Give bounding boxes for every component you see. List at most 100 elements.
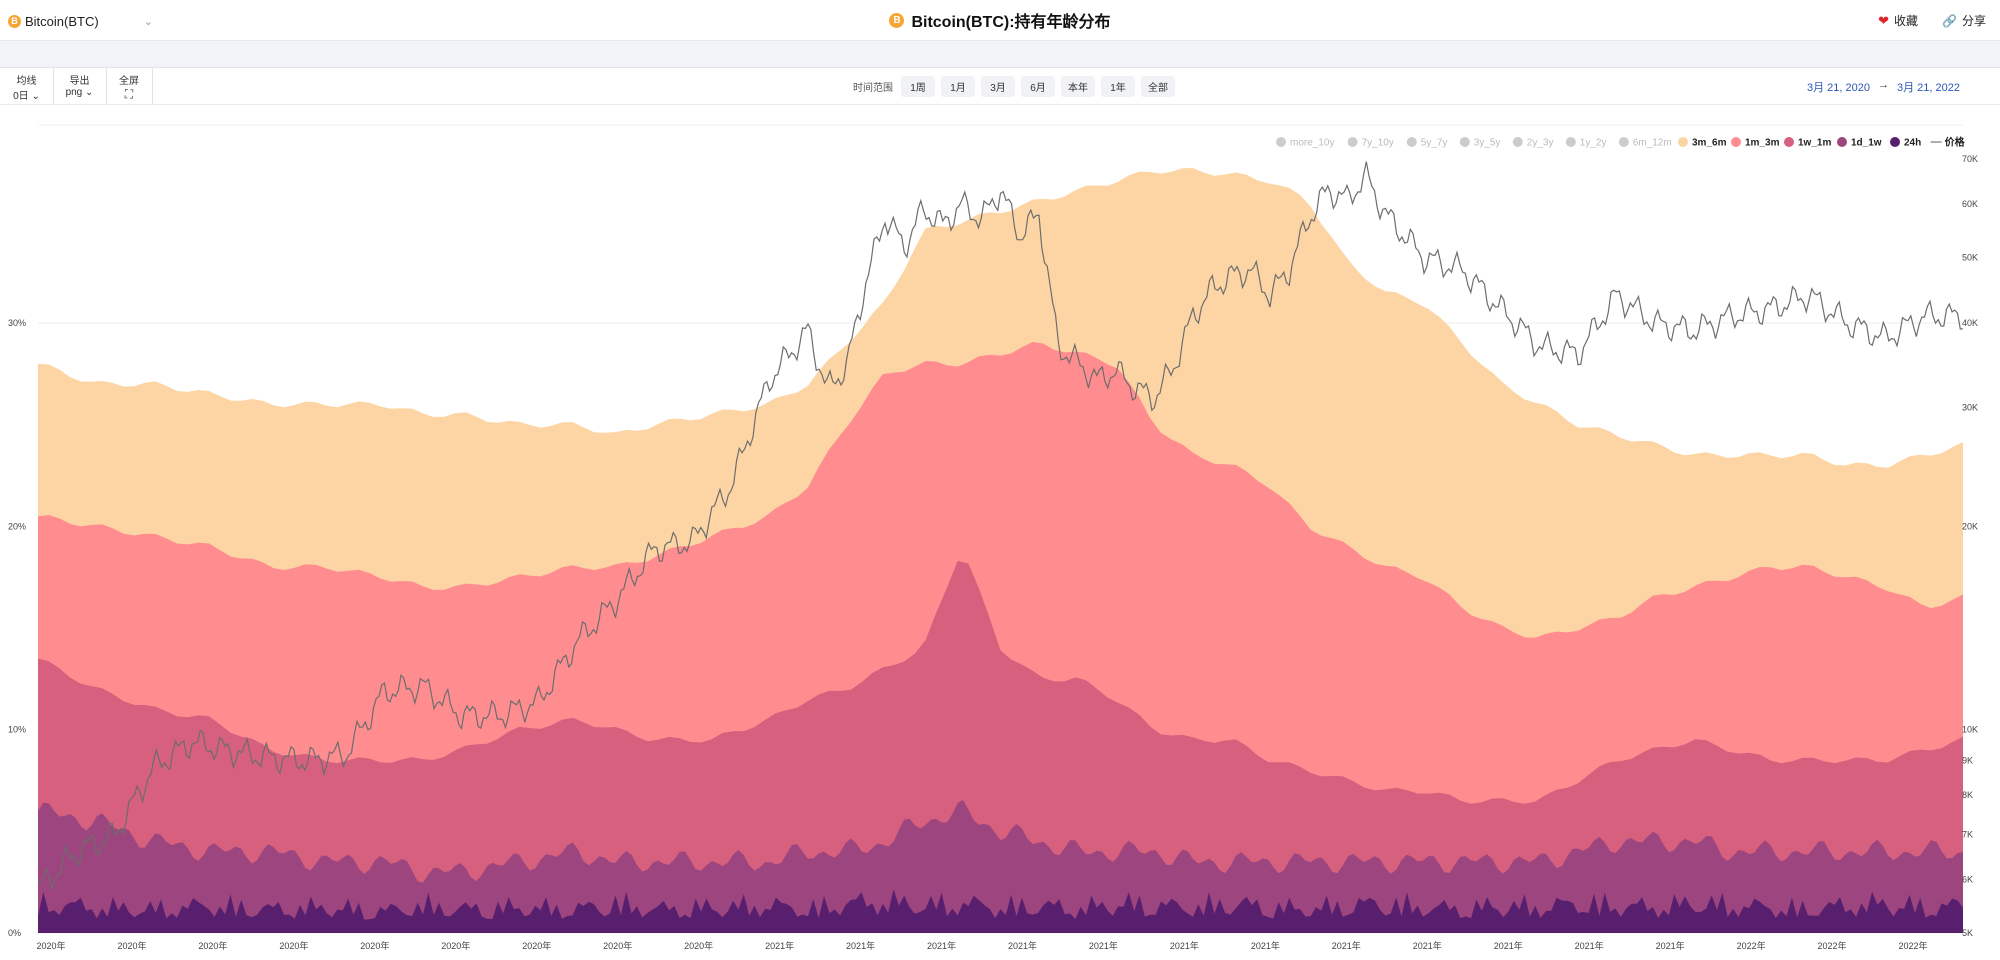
time-range: 时间范围 1周 1月 3月 6月 本年 1年 全部 [853, 76, 1175, 97]
export-select[interactable]: 导出 png ⌄ [53, 68, 107, 104]
x-tick-label: 2021年 [1008, 940, 1037, 951]
arrow-right-icon: → [1878, 79, 1889, 91]
y-right-tick-label: 30K [1962, 403, 1978, 413]
x-tick-label: 2021年 [927, 940, 956, 951]
date-from: 3月 21, 2020 [1807, 82, 1870, 94]
range-1m-button[interactable]: 1月 [941, 76, 975, 97]
ma-label: 均线 [16, 76, 37, 87]
legend-label: 1w_1m [1798, 138, 1831, 149]
heart-icon: ❤ [1878, 12, 1890, 28]
legend-label: 1m_3m [1745, 138, 1780, 149]
range-3m-button[interactable]: 3月 [981, 76, 1015, 97]
legend-label: 3y_5y [1474, 138, 1501, 149]
chevron-down-icon: ⌄ [143, 15, 153, 28]
legend-item-1d-1w[interactable]: 1d_1w [1837, 137, 1882, 149]
legend-label: 1d_1w [1851, 138, 1882, 149]
x-tick-label: 2021年 [1251, 940, 1280, 951]
x-tick-label: 2020年 [441, 940, 470, 951]
range-1w-button[interactable]: 1周 [901, 76, 935, 97]
bitcoin-coin-icon: B [8, 14, 21, 28]
moving-average-select[interactable]: 均线 0日 ⌄ [0, 68, 54, 104]
range-6m-button[interactable]: 6月 [1021, 76, 1055, 97]
y-left-tick-label: 10% [8, 725, 26, 735]
legend-label: 7y_10y [1362, 138, 1394, 149]
y-right-tick-label: 20K [1962, 521, 1978, 531]
legend-item-1m-3m[interactable]: 1m_3m [1731, 137, 1780, 149]
y-right-tick-label: 7K [1962, 829, 1973, 839]
y-right-tick-label: 70K [1962, 154, 1978, 164]
area-1w-1m [38, 560, 1963, 933]
legend-dot-marker [1890, 137, 1900, 147]
x-tick-label: 2021年 [1170, 940, 1199, 951]
legend-item-more-10y[interactable]: more_10y [1276, 137, 1334, 149]
y-right-tick-label: 40K [1962, 318, 1978, 328]
legend-label: 5y_7y [1421, 138, 1448, 149]
share-button[interactable]: 🔗 分享 [1942, 12, 1986, 29]
legend-label: 3m_6m [1692, 138, 1727, 149]
page-title-text: Bitcoin(BTC):持有年龄分布 [911, 14, 1111, 31]
legend-dot-marker [1678, 137, 1688, 147]
x-tick-label: 2020年 [279, 940, 308, 951]
range-ytd-button[interactable]: 本年 [1061, 76, 1095, 97]
y-right-tick-label: 8K [1962, 790, 1973, 800]
x-tick-label: 2021年 [765, 940, 794, 951]
legend-dot-marker [1731, 137, 1741, 147]
x-tick-label: 2021年 [1494, 940, 1523, 951]
legend-label: 价格 [1945, 136, 1966, 149]
area-1d-1w [38, 799, 1963, 933]
legend-item-7y-10y[interactable]: 7y_10y [1347, 137, 1394, 149]
legend-label: 1y_2y [1580, 138, 1607, 149]
legend-item-1y-2y[interactable]: 1y_2y [1565, 137, 1607, 149]
x-tick-label: 2020年 [684, 940, 713, 951]
y-left-tick-label: 30% [8, 318, 26, 328]
x-tick-label: 2020年 [360, 940, 389, 951]
holding-age-chart[interactable]: 0% 10% 20% 30% 5K 6K 7K 8K 9K 10K 20K 30K 40K 50K 60K 7… [0, 105, 2000, 960]
chevron-down-icon: ⌄ [85, 87, 94, 98]
fullscreen-label: 全屏 [119, 76, 139, 87]
legend-dot-marker [1565, 137, 1576, 147]
legend-label: 2y_3y [1527, 138, 1554, 149]
x-tick-label: 2022年 [1898, 940, 1927, 951]
range-all-button[interactable]: 全部 [1141, 76, 1175, 97]
y-right-tick-label: 6K [1962, 875, 1973, 885]
legend-dot-marker [1406, 137, 1417, 147]
legend-label: 24h [1904, 138, 1921, 149]
link-icon: 🔗 [1942, 13, 1957, 28]
legend-item-3m-6m[interactable]: 3m_6m [1678, 137, 1727, 149]
legend-label: more_10y [1290, 138, 1334, 149]
y-left-tick-label: 20% [8, 521, 26, 531]
legend-item-5y-7y[interactable]: 5y_7y [1406, 137, 1448, 149]
y-right-tick-label: 60K [1962, 199, 1978, 209]
legend-item-1w-1m[interactable]: 1w_1m [1784, 137, 1831, 149]
legend-item-3y-5y[interactable]: 3y_5y [1459, 137, 1501, 149]
fullscreen-button[interactable]: 全屏 ⛶ [106, 68, 153, 104]
favorite-label: 收藏 [1894, 14, 1919, 28]
x-tick-label: 2021年 [1656, 940, 1685, 951]
legend-item-2y-3y[interactable]: 2y_3y [1512, 137, 1554, 149]
x-tick-label: 2021年 [1575, 940, 1604, 951]
y-right-tick-label: 10K [1962, 725, 1978, 735]
legend-dot-marker [1784, 137, 1794, 147]
page-title: B Bitcoin(BTC):持有年龄分布 [0, 0, 2000, 40]
favorite-button[interactable]: ❤ 收藏 [1878, 12, 1918, 29]
x-tick-label: 2020年 [117, 940, 146, 951]
export-value: png ⌄ [65, 87, 94, 98]
x-tick-label: 2020年 [603, 940, 632, 951]
x-tick-label: 2020年 [522, 940, 551, 951]
area-24h [38, 889, 1963, 933]
range-1y-button[interactable]: 1年 [1101, 76, 1135, 97]
time-range-label: 时间范围 [853, 83, 893, 94]
legend-item-6m-12m[interactable]: 6m_12m [1618, 137, 1672, 149]
x-tick-label: 2022年 [1737, 940, 1766, 951]
x-tick-label: 2020年 [36, 940, 65, 951]
date-to: 3月 21, 2022 [1897, 82, 1960, 94]
asset-selector[interactable]: B Bitcoin(BTC) ⌄ [8, 10, 153, 32]
date-range-picker[interactable]: 3月 21, 2020 → 3月 21, 2022 [1807, 79, 1960, 95]
legend-item-24h[interactable]: 24h [1890, 137, 1921, 149]
y-right-tick-label: 50K [1962, 253, 1978, 263]
top-bar: B Bitcoin(BTC) ⌄ B Bitcoin(BTC):持有年龄分布 ❤… [0, 0, 2000, 41]
legend-dot-marker [1276, 137, 1286, 147]
y-left-tick-label: 0% [8, 928, 21, 938]
price-line [37, 161, 1964, 891]
legend-item-价格[interactable]: 价格 [1930, 136, 1966, 149]
